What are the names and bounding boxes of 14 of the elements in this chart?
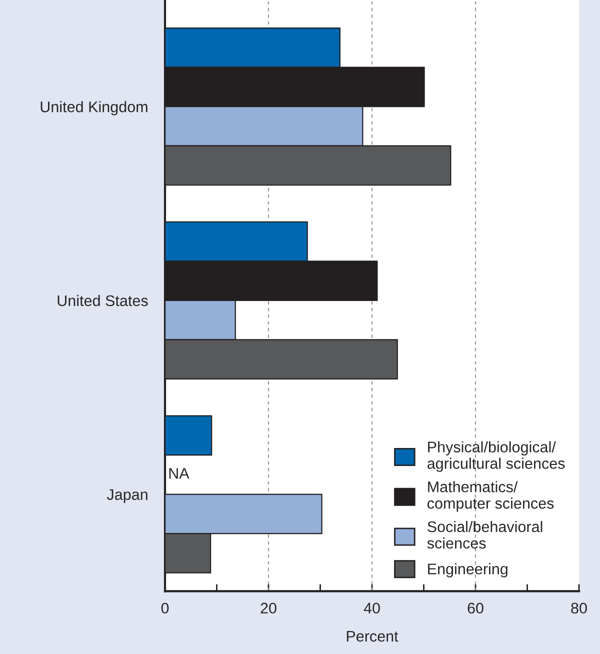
x-tick-label: 80: [571, 602, 587, 614]
x-tick-label: 0: [161, 602, 169, 614]
x-axis-title: Percent: [346, 631, 398, 642]
y-tick-label: United Kingdom: [40, 101, 148, 116]
y-tick-label: United States: [58, 294, 148, 306]
legend-label: Physical/biological/ agricultural sciences: [427, 441, 565, 472]
x-tick-label: 40: [364, 602, 380, 614]
legend-label: Mathematics/ computer sciences: [427, 481, 554, 512]
annotation: NA: [169, 468, 190, 479]
y-tick-label: Japan: [106, 489, 148, 503]
x-tick-label: 60: [468, 602, 484, 614]
legend-label: Social/behavioral sciences: [427, 520, 542, 549]
legend-label: Engineering: [428, 563, 508, 578]
x-tick-label: 20: [260, 602, 276, 614]
